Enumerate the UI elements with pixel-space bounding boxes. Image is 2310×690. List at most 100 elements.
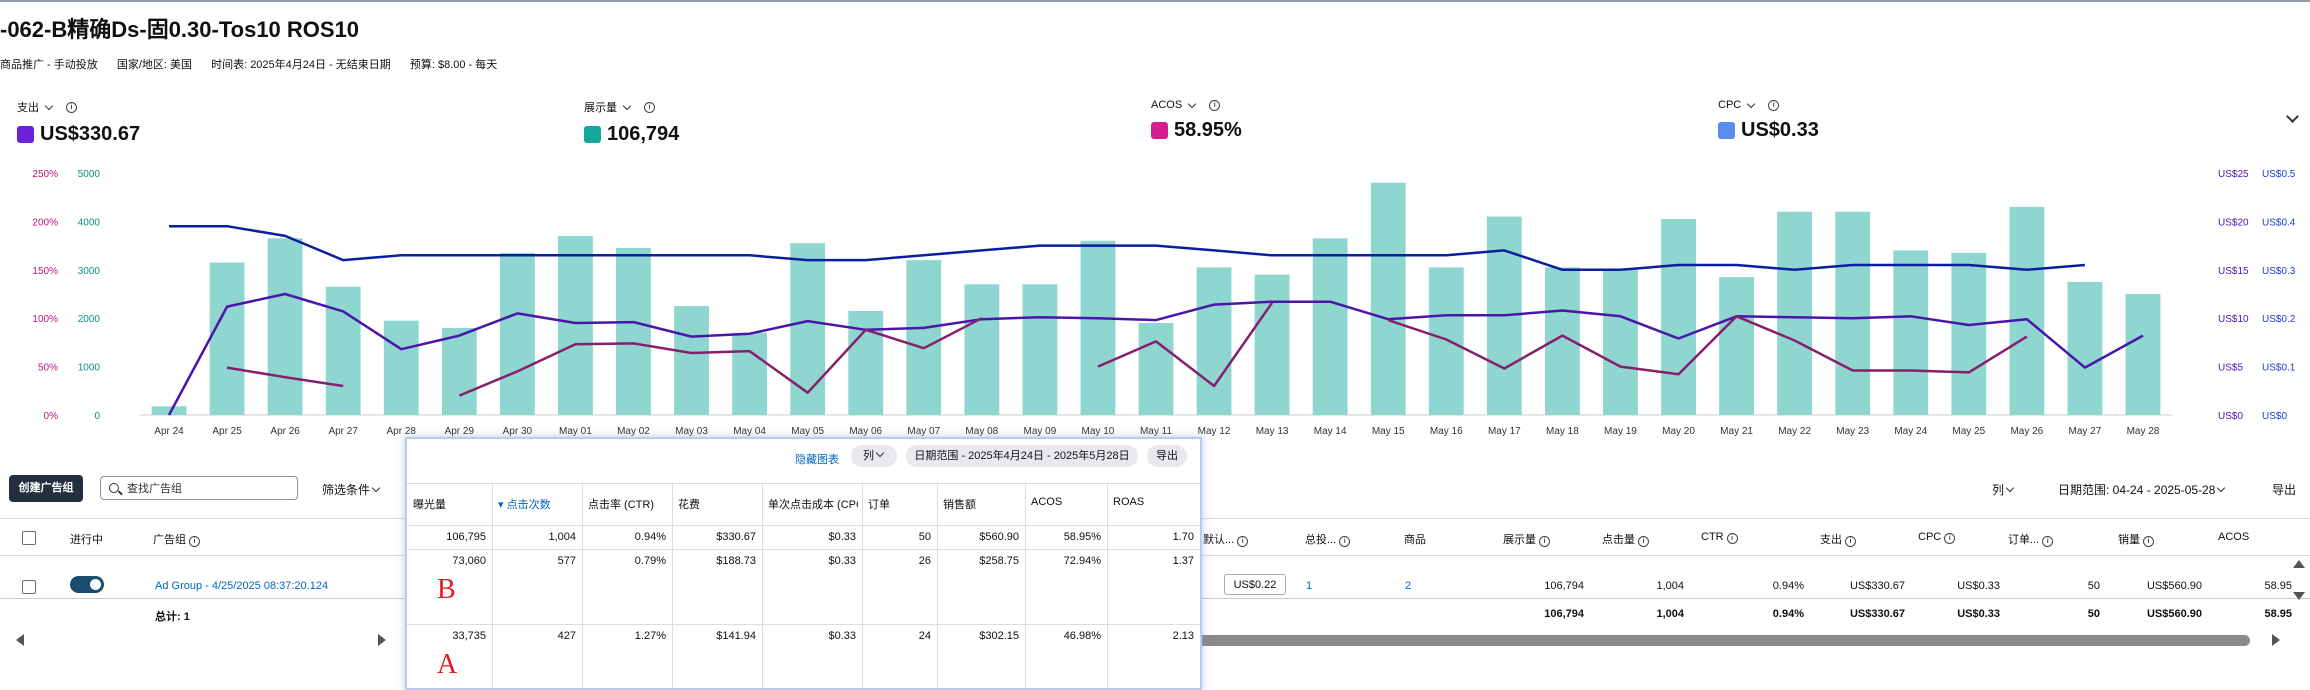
ad-group-link[interactable]: Ad Group - 4/25/2025 08:37:20.124: [155, 580, 329, 592]
default-bid-input[interactable]: US$0.22: [1224, 574, 1286, 595]
bar: [906, 260, 942, 415]
info-icon[interactable]: i: [2143, 536, 2154, 547]
chevron-down-icon[interactable]: [1187, 99, 1197, 108]
column-divider: [1025, 483, 1026, 688]
row-checkbox[interactable]: [22, 580, 36, 594]
bar: [616, 248, 651, 415]
x-tick-label: May 01: [559, 426, 592, 437]
scroll-down-arrow-icon[interactable]: [2293, 592, 2305, 600]
scroll-right-arrow-icon[interactable]: [2272, 634, 2280, 646]
popup-columns-button[interactable]: 列: [851, 445, 897, 467]
popup-cell: 72.94%: [1063, 555, 1101, 567]
row-sales: US$560.90: [2146, 580, 2202, 592]
header-acos[interactable]: ACOS: [2218, 531, 2250, 543]
scroll-up-arrow-icon[interactable]: [2293, 560, 2305, 568]
search-input[interactable]: 查找广告组: [100, 476, 298, 500]
x-tick-label: May 11: [1140, 426, 1172, 437]
header-default-bid[interactable]: 默认... i: [1203, 531, 1249, 547]
metric-cpc[interactable]: CPC i US$0.33: [1718, 99, 1819, 142]
x-tick-label: May 24: [1894, 426, 1927, 437]
info-icon[interactable]: i: [2042, 536, 2054, 547]
popup-header[interactable]: 点击率 (CTR): [588, 499, 654, 511]
active-toggle[interactable]: [70, 576, 104, 593]
popup-header[interactable]: 销售额: [943, 499, 976, 511]
info-icon[interactable]: i: [1539, 536, 1550, 547]
info-icon[interactable]: i: [1638, 536, 1649, 547]
x-tick-label: May 17: [1488, 426, 1521, 437]
divider: [407, 549, 1200, 550]
popup-header[interactable]: 花费: [678, 499, 700, 511]
header-group-label: 广告组: [153, 534, 186, 546]
chevron-down-icon[interactable]: [44, 101, 54, 110]
header-impressions[interactable]: 展示量 i: [1503, 531, 1550, 547]
chevron-down-icon[interactable]: [1746, 99, 1756, 108]
info-icon[interactable]: i: [1237, 536, 1249, 547]
info-icon[interactable]: i: [189, 536, 200, 547]
info-icon[interactable]: i: [1726, 533, 1738, 544]
info-icon[interactable]: i: [1768, 99, 1780, 111]
info-icon[interactable]: i: [66, 101, 77, 113]
export-button[interactable]: 导出: [2272, 483, 2297, 497]
columns-dropdown[interactable]: 列: [1992, 481, 2015, 498]
chevron-down-icon[interactable]: [622, 101, 632, 110]
popup-header[interactable]: 订单: [868, 499, 890, 511]
header-total-targets[interactable]: 总投... i: [1305, 531, 1351, 547]
total-orders: 50: [2087, 608, 2100, 620]
total-cpc: US$0.33: [1957, 608, 2000, 620]
metric-spend[interactable]: 支出 i US$330.67: [17, 99, 140, 146]
column-divider: [672, 483, 673, 688]
header-group[interactable]: 广告组 i: [153, 531, 200, 547]
popup-cell: 2.13: [1172, 630, 1194, 642]
bar: [1428, 267, 1464, 415]
popup-header[interactable]: ▾ 点击次数: [498, 499, 551, 511]
header-clicks[interactable]: 点击量 i: [1602, 531, 1649, 547]
info-icon[interactable]: i: [1209, 99, 1221, 111]
create-ad-group-button[interactable]: 创建广告组: [9, 475, 83, 502]
header-spend[interactable]: 支出 i: [1820, 531, 1856, 547]
popup-cell: 24: [918, 630, 931, 642]
popup-date-range-button[interactable]: 日期范围 - 2025年4月24日 - 2025年5月28日: [906, 445, 1138, 467]
row-products[interactable]: 2: [1405, 580, 1412, 592]
filter-dropdown[interactable]: 筛选条件: [322, 481, 381, 498]
metric-acos-value: 58.95%: [1174, 119, 1242, 141]
header-products[interactable]: 商品: [1404, 534, 1426, 546]
header-total-targets-label: 总投...: [1305, 534, 1337, 546]
info-icon[interactable]: i: [1845, 536, 1856, 547]
date-range-dropdown[interactable]: 日期范围: 04-24 - 2025-05-28: [2058, 481, 2226, 498]
popup-header[interactable]: ACOS: [1031, 496, 1063, 508]
header-orders[interactable]: 订单... i: [2008, 531, 2054, 547]
metric-impressions[interactable]: 展示量 i 106,794: [584, 99, 679, 146]
x-tick-label: Apr 27: [328, 426, 358, 437]
y-tick-count: 5000: [78, 169, 101, 180]
popup-cell: 0.79%: [634, 555, 666, 567]
header-sales[interactable]: 销量 i: [2118, 531, 2154, 547]
x-tick-label: May 28: [2127, 426, 2160, 437]
x-tick-label: May 19: [1604, 426, 1637, 437]
hide-chart-link[interactable]: 隐藏图表: [795, 454, 839, 466]
scroll-left-arrow-icon[interactable]: [16, 634, 24, 646]
info-icon[interactable]: i: [1339, 536, 1351, 547]
x-tick-label: May 14: [1314, 426, 1347, 437]
header-cpc[interactable]: CPC i: [1918, 531, 1956, 544]
popup-cell: $330.67: [716, 531, 756, 543]
chevron-down-icon: [2005, 483, 2015, 493]
page-title: -062-B精确Ds-固0.30-Tos10 ROS10: [0, 17, 360, 42]
select-all-checkbox[interactable]: [22, 531, 36, 545]
metric-acos[interactable]: ACOS i 58.95%: [1151, 99, 1242, 142]
header-ctr[interactable]: CTR i: [1701, 531, 1738, 544]
horizontal-scrollbar[interactable]: [1195, 635, 2250, 646]
popup-header[interactable]: 单次点击成本 (CPC): [768, 499, 858, 511]
scroll-right-arrow-icon[interactable]: [378, 634, 386, 646]
header-active[interactable]: 进行中: [70, 534, 103, 546]
popup-export-button[interactable]: 导出: [1147, 445, 1187, 467]
info-icon[interactable]: i: [644, 101, 655, 113]
collapse-chevron-icon[interactable]: [2286, 110, 2299, 123]
info-icon[interactable]: i: [1944, 533, 1956, 544]
metric-cpc-label: CPC: [1718, 99, 1742, 111]
series-line: [169, 224, 2086, 272]
row-total-targets[interactable]: 1: [1306, 580, 1313, 592]
y-tick-spend: US$20: [2218, 217, 2249, 228]
metric-spend-swatch: [17, 126, 34, 143]
popup-header[interactable]: 曝光量: [413, 499, 446, 511]
popup-header[interactable]: ROAS: [1113, 496, 1145, 508]
